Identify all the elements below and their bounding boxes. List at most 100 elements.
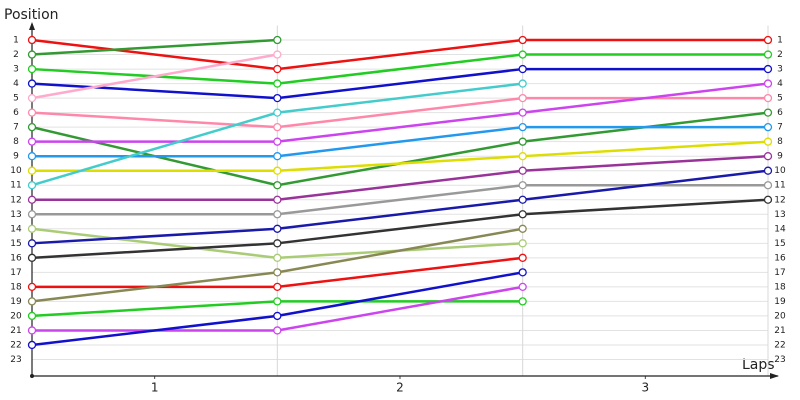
position-marker [27, 239, 37, 248]
position-marker [763, 166, 773, 175]
position-marker [518, 239, 527, 248]
series-line [31, 53, 278, 100]
position-marker [27, 340, 37, 350]
position-marker [273, 166, 282, 175]
y-tick-label: 22 [10, 340, 21, 350]
position-marker [273, 195, 282, 204]
axis-origin [30, 374, 34, 378]
y-tick-label: 8 [13, 137, 19, 147]
series-line [31, 198, 769, 260]
position-marker [273, 50, 282, 59]
position-marker [518, 181, 527, 190]
position-marker [518, 122, 527, 132]
y-tick-label-right: 9 [777, 152, 783, 162]
position-marker [518, 195, 527, 204]
position-marker [518, 137, 527, 146]
position-marker [27, 181, 37, 190]
position-marker [27, 35, 37, 45]
x-tick-label: 3 [642, 381, 650, 395]
y-tick-label-right: 5 [777, 94, 783, 104]
series-line [31, 67, 768, 100]
position-marker [518, 297, 527, 306]
y-tick-label-right: 14 [774, 224, 786, 234]
position-marker [27, 311, 37, 321]
position-marker [518, 35, 527, 45]
y-tick-label-right: 13 [774, 210, 785, 220]
position-marker [763, 79, 773, 88]
position-marker [518, 64, 527, 74]
position-marker [518, 282, 527, 292]
y-tick-label: 11 [10, 181, 21, 191]
position-marker [27, 64, 37, 74]
position-marker [273, 268, 282, 277]
position-marker [273, 108, 282, 117]
y-tick-label-right: 18 [774, 282, 786, 292]
position-marker [273, 311, 282, 321]
y-tick-label: 23 [10, 355, 21, 365]
position-marker [273, 326, 282, 335]
position-marker [27, 79, 37, 88]
y-tick-label-right: 23 [774, 355, 785, 365]
y-axis-arrow [29, 22, 35, 30]
y-tick-label: 14 [10, 224, 22, 234]
position-marker [518, 79, 527, 88]
position-marker [273, 224, 282, 233]
position-marker [518, 50, 527, 59]
y-tick-label: 19 [10, 297, 22, 307]
position-marker [763, 64, 773, 74]
position-marker [273, 282, 282, 292]
position-marker [273, 210, 282, 219]
y-tick-label: 3 [13, 65, 19, 75]
y-tick-label: 10 [10, 166, 22, 176]
y-tick-label-right: 11 [774, 181, 785, 191]
position-marker [27, 152, 37, 161]
position-marker [27, 224, 37, 233]
series-line [31, 169, 769, 245]
y-tick-label-right: 15 [774, 239, 785, 249]
series-line [32, 125, 768, 158]
y-tick-label-right: 20 [774, 311, 786, 321]
position-marker [763, 122, 773, 132]
position-marker [27, 137, 37, 146]
series-line [32, 154, 769, 201]
position-marker [27, 93, 37, 103]
y-tick-label: 6 [13, 108, 19, 118]
position-marker [763, 195, 773, 204]
position-marker [763, 35, 773, 45]
position-marker [273, 35, 282, 45]
position-marker [518, 166, 527, 175]
y-tick-label-right: 10 [774, 166, 786, 176]
y-tick-label: 17 [10, 268, 21, 278]
y-tick-label: 15 [10, 239, 21, 249]
y-tick-label-right: 8 [777, 137, 783, 147]
position-marker [763, 137, 773, 146]
y-tick-label: 2 [13, 50, 19, 60]
y-tick-label-right: 17 [774, 268, 785, 278]
series-line [31, 38, 278, 56]
position-marker [518, 93, 527, 103]
y-tick-label: 1 [13, 36, 19, 46]
position-marker [518, 108, 527, 117]
position-marker [518, 210, 527, 219]
y-tick-label-right: 6 [777, 108, 783, 118]
y-tick-label-right: 21 [774, 326, 785, 336]
y-tick-label-right: 4 [777, 79, 783, 89]
position-marker [27, 210, 37, 219]
y-tick-label-right: 7 [777, 123, 783, 133]
x-tick-label: 1 [151, 381, 159, 395]
y-tick-label-right: 16 [774, 253, 786, 263]
y-tick-label: 18 [10, 282, 22, 292]
position-marker [27, 253, 37, 262]
position-marker [27, 297, 37, 306]
y-tick-label-right: 22 [774, 340, 785, 350]
position-marker [27, 195, 37, 204]
position-marker [273, 181, 282, 190]
position-marker [273, 79, 282, 88]
y-tick-label: 4 [13, 79, 19, 89]
position-marker [763, 181, 773, 190]
position-marker [27, 166, 37, 175]
y-tick-label-right: 3 [777, 65, 783, 75]
position-marker [518, 152, 527, 161]
position-marker [763, 108, 773, 117]
